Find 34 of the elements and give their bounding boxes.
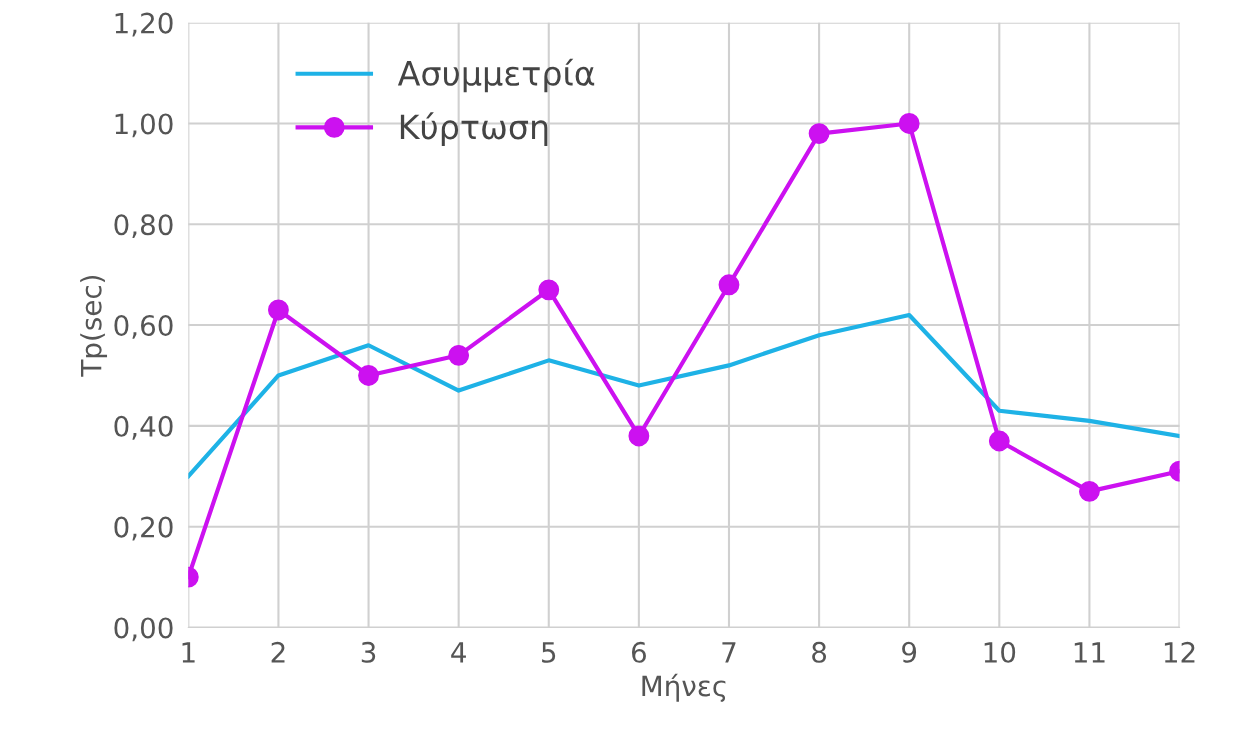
x-axis-title: Μήνες — [642, 673, 726, 702]
x-tick-label: 8 — [812, 641, 827, 663]
x-tick-label: 6 — [631, 641, 646, 663]
x-tick-label: 9 — [902, 641, 917, 663]
point — [448, 344, 470, 366]
point — [988, 430, 1010, 452]
x-tick-label: 4 — [451, 642, 466, 663]
line-series — [188, 312, 1180, 479]
x-tick-label: 2 — [271, 641, 285, 663]
y-tick-label: 1,00 — [115, 113, 173, 138]
x-tick-label: 5 — [542, 642, 556, 663]
y-tick-label: 0,20 — [114, 516, 173, 541]
y-tick-label: 0,00 — [114, 617, 173, 642]
point — [808, 123, 830, 144]
point — [538, 279, 560, 301]
x-tick-label: 1 — [182, 642, 195, 663]
y-tick-label: 0,80 — [114, 214, 173, 239]
x-tick-label: 7 — [722, 642, 736, 663]
x-tick-label: 12 — [1164, 641, 1195, 663]
point — [358, 365, 379, 386]
x-tick-label: 3 — [361, 641, 376, 663]
y-axis-title: Tp(sec) — [80, 275, 108, 377]
legend-label: Ασυμμετρία — [397, 58, 595, 93]
x-tick-label: 10 — [984, 641, 1016, 663]
y-tick-label: 0,60 — [114, 315, 173, 339]
point — [1079, 480, 1100, 502]
y-tick-label: 0,40 — [114, 415, 173, 440]
point — [268, 299, 289, 321]
y-tick-label: 1,20 — [115, 12, 173, 37]
point — [898, 113, 920, 134]
point — [718, 274, 740, 296]
legend-label: Κύρτωση — [400, 112, 548, 146]
point — [628, 425, 650, 447]
x-tick-label: 11 — [1074, 642, 1105, 663]
